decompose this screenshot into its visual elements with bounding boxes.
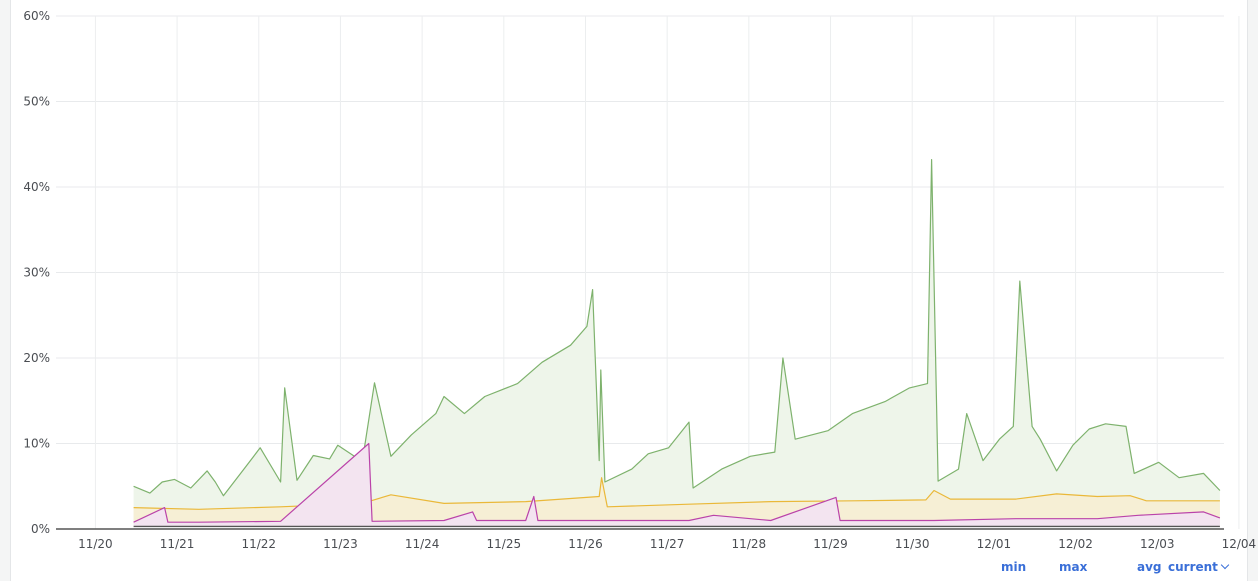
x-tick-label: 12/01 [977, 537, 1012, 551]
legend-header-current[interactable]: current [1168, 560, 1230, 574]
legend-header-avg[interactable]: avg [1137, 560, 1162, 574]
y-tick-label: 50% [23, 95, 50, 109]
y-tick-label: 20% [23, 351, 50, 365]
series-1-area [133, 477, 1220, 529]
series-2-area [133, 443, 1220, 529]
y-tick-label: 60% [23, 9, 50, 23]
x-tick-label: 12/04 [1222, 537, 1257, 551]
legend-header-current-label[interactable]: current [1168, 560, 1218, 574]
legend-header-min[interactable]: min [1001, 560, 1027, 574]
x-tick-label: 11/25 [487, 537, 522, 551]
legend-header-max[interactable]: max [1059, 560, 1088, 574]
x-tick-label: 11/22 [241, 537, 276, 551]
x-tick-label: 11/27 [650, 537, 685, 551]
x-tick-label: 11/21 [160, 537, 195, 551]
series-2-line [133, 442, 1221, 523]
x-tick-label: 12/02 [1058, 537, 1093, 551]
y-tick-label: 10% [23, 437, 50, 451]
x-tick-label: 11/29 [813, 537, 848, 551]
x-tick-label: 11/28 [732, 537, 767, 551]
y-tick-label: 30% [23, 266, 50, 280]
x-tick-label: 11/23 [323, 537, 358, 551]
x-tick-label: 11/26 [568, 537, 603, 551]
series-0-area [133, 159, 1220, 529]
chevron-down-icon [1220, 560, 1230, 570]
y-tick-label: 0% [31, 522, 50, 536]
x-tick-label: 11/24 [405, 537, 440, 551]
x-tick-label: 12/03 [1140, 537, 1175, 551]
x-tick-label: 11/20 [78, 537, 113, 551]
x-tick-label: 11/30 [895, 537, 930, 551]
series-1-line [133, 477, 1220, 510]
y-tick-label: 40% [23, 180, 50, 194]
series-0-line [133, 159, 1221, 497]
